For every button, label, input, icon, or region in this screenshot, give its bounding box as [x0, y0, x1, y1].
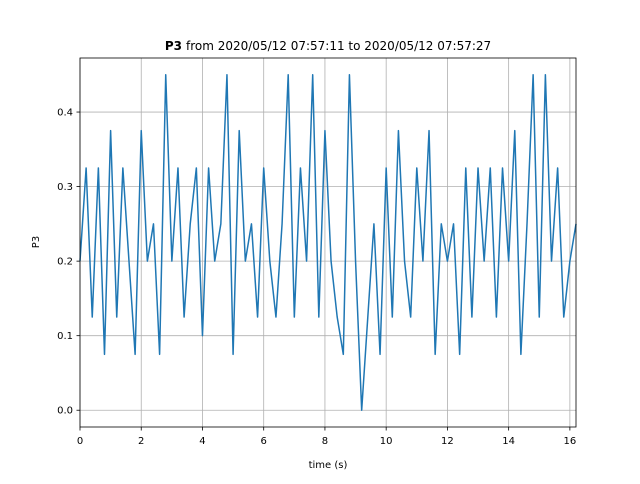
- y-tick-label: 0.3: [57, 182, 73, 193]
- y-tick-label: 0.2: [57, 257, 73, 268]
- y-axis-label: P3: [31, 236, 42, 248]
- x-tick-label: 14: [502, 436, 515, 447]
- x-tick-label: 4: [199, 436, 205, 447]
- x-tick-label: 0: [77, 436, 83, 447]
- title-name: P3: [165, 39, 182, 53]
- x-tick-label: 16: [564, 436, 577, 447]
- x-tick-label: 2: [138, 436, 144, 447]
- y-tick-label: 0.0: [57, 406, 73, 417]
- title-text: from 2020/05/12 07:57:11 to 2020/05/12 0…: [186, 39, 491, 53]
- x-tick-label: 8: [322, 436, 328, 447]
- x-tick-label: 6: [261, 436, 267, 447]
- y-tick-label: 0.1: [57, 331, 73, 342]
- x-axis-label: time (s): [309, 460, 348, 471]
- y-tick-label: 0.4: [57, 108, 73, 119]
- data-line: [79, 74, 577, 411]
- plot-frame: [79, 57, 577, 428]
- x-tick-label: 10: [380, 436, 393, 447]
- x-tick-label: 12: [441, 436, 454, 447]
- chart-title: P3 from 2020/05/12 07:57:11 to 2020/05/12…: [165, 39, 491, 53]
